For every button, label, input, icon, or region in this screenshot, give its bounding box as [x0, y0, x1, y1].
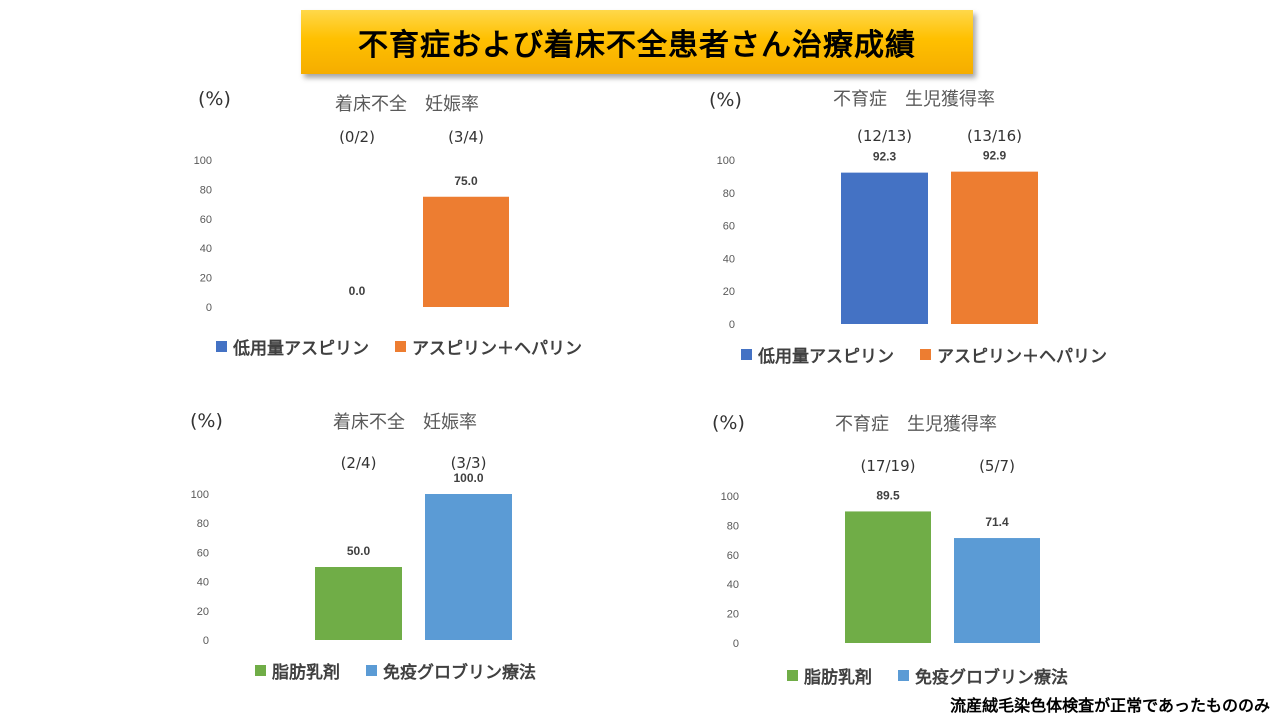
legend-item: 低用量アスピリン: [741, 342, 894, 367]
data-label: 100.0: [453, 471, 483, 485]
data-label: 92.3: [873, 150, 897, 164]
chart-legend: 脂肪乳剤 免疫グロブリン療法: [255, 658, 562, 683]
y-axis-unit-label: (%): [709, 89, 742, 111]
y-axis-unit-label: (%): [198, 88, 231, 110]
legend-label: 免疫グロブリン療法: [383, 663, 536, 683]
legend-label: 脂肪乳剤: [272, 663, 340, 683]
y-tick-label: 100: [721, 491, 739, 503]
data-label: 50.0: [347, 544, 371, 558]
y-axis-unit-label: (%): [190, 410, 223, 432]
y-tick-label: 60: [723, 221, 735, 233]
y-tick-label: 0: [206, 302, 212, 314]
data-label: 75.0: [454, 174, 478, 188]
legend-label: 免疫グロブリン療法: [915, 668, 1068, 688]
y-tick-label: 20: [200, 273, 212, 285]
data-label: 92.9: [983, 149, 1007, 163]
y-tick-label: 40: [723, 253, 735, 265]
legend-item: 免疫グロブリン療法: [898, 663, 1068, 688]
legend-item: 免疫グロブリン療法: [366, 658, 536, 683]
title-banner: 不育症および着床不全患者さん治療成績: [301, 10, 973, 74]
y-tick-label: 20: [197, 606, 209, 618]
legend-swatch: [787, 670, 798, 681]
bar-1: [845, 511, 931, 643]
y-axis-unit-label: (%): [712, 412, 745, 434]
footnote: 流産絨毛染色体検査が正常であったもののみ: [950, 696, 1270, 715]
page-title: 不育症および着床不全患者さん治療成績: [358, 28, 916, 63]
bar-2: [951, 171, 1038, 324]
legend-item: アスピリン＋ヘパリン: [920, 342, 1107, 367]
legend-item: アスピリン＋ヘパリン: [395, 334, 582, 359]
legend-label: 低用量アスピリン: [233, 339, 369, 359]
y-tick-label: 80: [200, 184, 212, 196]
chart-legend: 低用量アスピリン アスピリン＋ヘパリン: [741, 342, 1133, 367]
chart-title: 不育症 生児獲得率: [833, 89, 995, 110]
chart-title: 着床不全 妊娠率: [333, 412, 477, 433]
ratio-label: (12/13): [857, 127, 912, 145]
y-tick-label: 40: [197, 577, 209, 589]
ratio-label: (3/3): [450, 454, 487, 472]
y-tick-label: 80: [197, 518, 209, 530]
legend-item: 脂肪乳剤: [255, 658, 340, 683]
y-tick-label: 80: [723, 188, 735, 200]
chart-title: 不育症 生児獲得率: [835, 414, 997, 435]
y-tick-label: 0: [729, 319, 735, 331]
bar-2: [425, 494, 512, 640]
ratio-label: (13/16): [967, 127, 1022, 145]
y-tick-label: 100: [717, 155, 735, 167]
y-tick-label: 0: [203, 635, 209, 647]
legend-item: 脂肪乳剤: [787, 663, 872, 688]
y-tick-label: 100: [194, 155, 212, 167]
legend-label: アスピリン＋ヘパリン: [412, 339, 582, 359]
legend-swatch: [920, 349, 931, 360]
chart-title: 着床不全 妊娠率: [335, 94, 479, 115]
y-tick-label: 80: [727, 520, 739, 532]
bar-2: [954, 538, 1040, 643]
y-tick-label: 60: [200, 214, 212, 226]
y-tick-label: 20: [727, 609, 739, 621]
bar-2: [423, 196, 509, 307]
legend-swatch: [366, 665, 377, 676]
y-tick-label: 40: [727, 579, 739, 591]
ratio-label: (17/19): [860, 457, 916, 475]
legend-swatch: [898, 670, 909, 681]
y-tick-label: 20: [723, 286, 735, 298]
legend-label: 脂肪乳剤: [804, 668, 872, 688]
data-label: 0.0: [349, 284, 366, 298]
y-tick-label: 100: [191, 489, 209, 501]
ratio-label: (0/2): [339, 128, 375, 146]
bar-1: [841, 172, 928, 324]
bar-1: [315, 567, 402, 640]
data-label: 89.5: [876, 488, 900, 502]
data-label: 71.4: [985, 515, 1009, 529]
legend-swatch: [216, 341, 227, 352]
y-tick-label: 0: [733, 638, 739, 650]
legend-swatch: [255, 665, 266, 676]
legend-label: 低用量アスピリン: [758, 347, 894, 367]
legend-swatch: [741, 349, 752, 360]
legend-swatch: [395, 341, 406, 352]
chart-legend: 低用量アスピリン アスピリン＋ヘパリン: [216, 334, 608, 359]
ratio-label: (3/4): [448, 128, 484, 146]
ratio-label: (2/4): [340, 454, 377, 472]
y-tick-label: 60: [727, 550, 739, 562]
legend-label: アスピリン＋ヘパリン: [937, 347, 1107, 367]
ratio-label: (5/7): [979, 457, 1015, 475]
legend-item: 低用量アスピリン: [216, 334, 369, 359]
chart-legend: 脂肪乳剤 免疫グロブリン療法: [787, 663, 1094, 688]
y-tick-label: 60: [197, 547, 209, 559]
y-tick-label: 40: [200, 243, 212, 255]
